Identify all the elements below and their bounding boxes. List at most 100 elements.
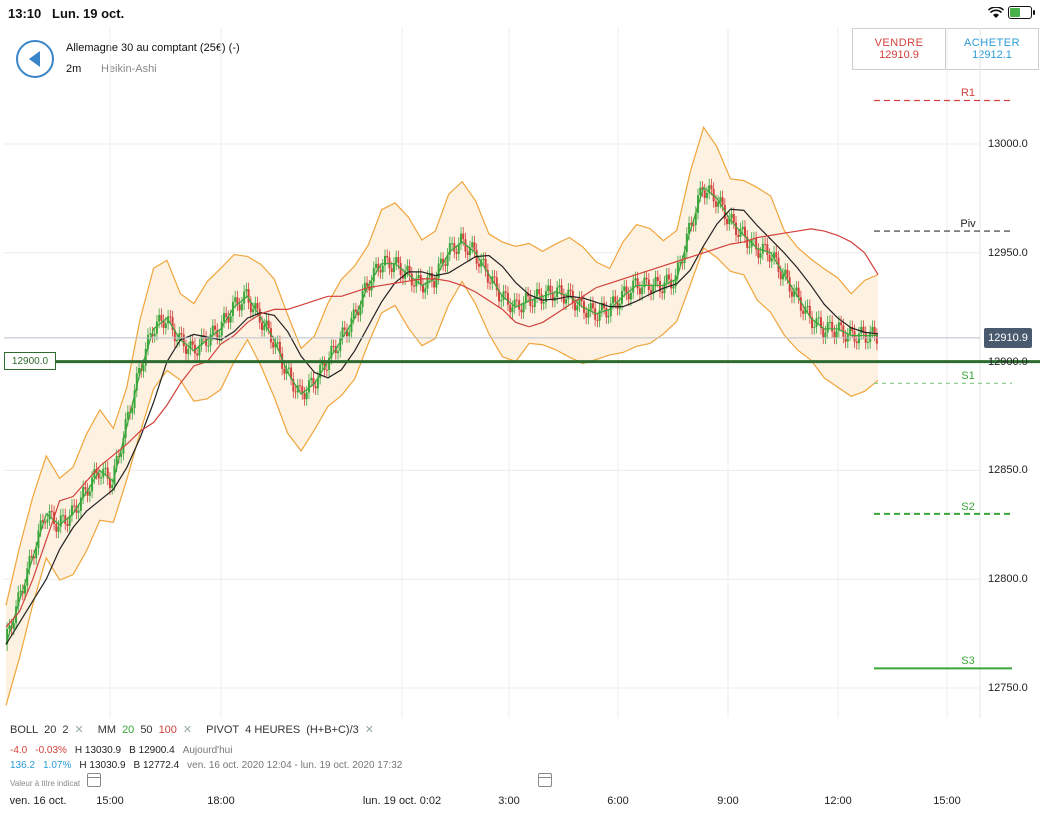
mm-50: 50 — [140, 723, 153, 736]
candle-body — [826, 322, 829, 333]
pivot-label[interactable]: PIVOT — [206, 723, 240, 736]
candle-body — [844, 336, 847, 342]
bollinger-upper-line — [5, 126, 879, 606]
candle-body — [406, 265, 409, 271]
candle-body — [131, 408, 134, 414]
candle-body — [155, 321, 158, 334]
candle-body — [665, 274, 668, 283]
status-bar: 13:10 Lun. 19 oct. — [0, 0, 1044, 28]
candle-body — [24, 585, 27, 594]
candle-body — [243, 291, 246, 304]
status-icons — [988, 6, 1035, 19]
candle-body — [267, 320, 270, 329]
candle-body — [339, 337, 342, 352]
candle-body — [833, 331, 836, 338]
low-range: B 12772.4 — [133, 760, 180, 771]
candle-body — [480, 259, 483, 267]
remove-boll-icon[interactable]: ✕ — [74, 724, 84, 736]
candle-body — [719, 197, 722, 202]
candle-body — [703, 190, 706, 199]
candle-body — [189, 341, 192, 349]
candle-body — [220, 321, 223, 336]
candle-body — [674, 275, 677, 287]
boll-period: 20 — [44, 723, 57, 736]
candle-body — [276, 342, 279, 344]
candle-body — [495, 277, 498, 291]
candle-body — [370, 281, 373, 291]
mm-20: 20 — [122, 723, 135, 736]
candle-body — [146, 334, 149, 349]
candle-body — [781, 274, 784, 280]
instrument-name[interactable]: Allemagne 30 au comptant (25€) (-) — [66, 42, 240, 54]
candle-body — [634, 278, 637, 281]
remove-mm-icon[interactable]: ✕ — [182, 724, 193, 736]
candle-body — [307, 380, 310, 393]
calendar-icon[interactable] — [87, 773, 101, 787]
candle-body — [73, 505, 76, 507]
mm-label[interactable]: MM — [97, 723, 117, 736]
y-tick-label: 12950.0 — [988, 246, 1028, 259]
candle-body — [849, 327, 852, 335]
back-button[interactable] — [16, 40, 54, 78]
candle-body — [806, 305, 809, 308]
buy-button[interactable]: ACHETER 12912.1 — [945, 29, 1038, 69]
candle-body — [824, 332, 827, 338]
candle-body — [527, 293, 530, 297]
candle-body — [670, 279, 673, 289]
candle-body — [855, 341, 858, 344]
candle-body — [319, 364, 322, 378]
candle-body — [12, 623, 15, 629]
pivot-s2-label: S2 — [961, 500, 975, 513]
candle-body — [372, 267, 375, 282]
pivot-formula: (H+B+C)/3 — [306, 723, 359, 736]
candle-body — [35, 548, 38, 559]
candle-body — [786, 269, 789, 278]
candle-body — [424, 288, 427, 293]
remove-pivot-icon[interactable]: ✕ — [364, 724, 374, 736]
candle-body — [486, 270, 489, 283]
horizontal-line-tag[interactable]: 12900.0 — [4, 352, 56, 370]
buy-label: ACHETER — [963, 37, 1021, 49]
candle-body — [41, 520, 44, 523]
candle-body — [457, 243, 460, 254]
x-tick-label: 12:00 — [824, 795, 852, 807]
candle-body — [828, 321, 831, 323]
candle-body — [178, 333, 181, 340]
candle-body — [236, 297, 239, 305]
candle-body — [354, 309, 357, 312]
candle-body — [585, 312, 588, 318]
high-today: H 13030.9 — [74, 745, 122, 756]
candle-body — [647, 279, 650, 290]
candle-body — [88, 491, 91, 496]
candle-body — [737, 235, 740, 237]
candle-body — [636, 278, 639, 289]
chart-type-selector[interactable]: Heikin-Ashi — [101, 63, 157, 75]
candle-body — [225, 313, 228, 318]
candle-body — [395, 257, 398, 264]
wifi-icon — [988, 6, 1004, 18]
timeframe-selector[interactable]: 2m — [66, 63, 82, 75]
candle-body — [316, 377, 319, 389]
candle-body — [332, 345, 335, 347]
candle-body — [158, 314, 161, 322]
pivot-s3-label: S3 — [961, 655, 975, 668]
candle-body — [245, 289, 248, 292]
candle-body — [614, 296, 617, 302]
candle-body — [135, 373, 138, 391]
candle-body — [616, 301, 619, 309]
candle-body — [314, 386, 317, 389]
candle-body — [627, 293, 630, 300]
candle-body — [705, 192, 708, 199]
candle-body — [795, 287, 798, 291]
candle-body — [768, 254, 771, 262]
bollinger-lower-line — [5, 246, 879, 706]
candle-body — [321, 362, 324, 365]
status-time: 13:10 — [8, 6, 42, 21]
calendar-icon[interactable] — [538, 773, 552, 787]
candle-body — [790, 291, 793, 297]
boll-label[interactable]: BOLL — [10, 723, 39, 736]
sell-button[interactable]: VENDRE 12910.9 — [853, 29, 945, 69]
candle-body — [229, 316, 232, 323]
candle-body — [149, 333, 152, 335]
